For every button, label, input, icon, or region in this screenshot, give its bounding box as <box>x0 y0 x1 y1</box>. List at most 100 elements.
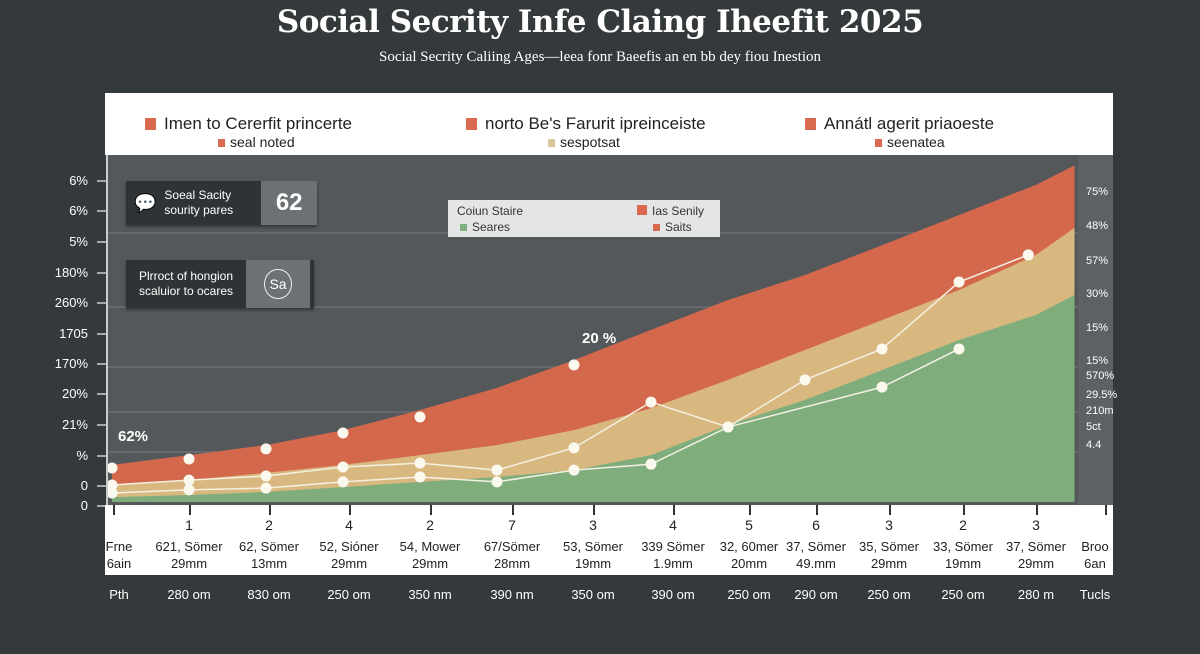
x-row-label: 62, Sömer 13mm <box>239 539 299 571</box>
footer-label: 390 om <box>651 587 695 602</box>
data-point <box>568 442 580 454</box>
y-left-tick-label: % <box>76 448 88 463</box>
speech-bubble-icon: 💬 <box>134 192 157 213</box>
data-point <box>183 474 195 486</box>
x-category-label: 2 <box>426 517 434 533</box>
top-legend: Imen to Cererfit princerte seal noted no… <box>105 93 1113 155</box>
x-tick <box>512 505 514 515</box>
right-axis-strip <box>1078 155 1113 505</box>
chart-title: Social Secrity Infe Claing Iheefit 2025 <box>276 4 924 40</box>
x-tick <box>749 505 751 515</box>
x-tick <box>816 505 818 515</box>
data-point <box>414 457 426 469</box>
footer-label: 250 om <box>867 587 911 602</box>
legend-swatch <box>466 118 477 130</box>
y-right-tick-label: 4.4 <box>1086 439 1102 451</box>
y-left-tick-label: 0 <box>80 478 88 493</box>
data-point <box>876 343 888 355</box>
y-right-tick-label: 48% <box>1086 220 1109 232</box>
data-point <box>337 427 349 439</box>
legend-sub-1: seal noted <box>218 134 295 150</box>
footer-label: Pth <box>109 587 129 602</box>
inner-legend-title: Coiun Staire <box>457 204 524 218</box>
annotation-62: 62% <box>118 428 149 445</box>
x-row-label: 33, Sömer 19mm <box>933 539 993 571</box>
legend-item-1: Imen to Cererfit princerte <box>145 114 352 134</box>
legend-swatch <box>548 139 555 147</box>
footer-label: 350 nm <box>408 587 452 602</box>
data-point <box>414 411 426 423</box>
data-point <box>260 443 272 455</box>
legend-swatch <box>145 118 156 130</box>
x-category-label: 5 <box>745 517 753 533</box>
data-point <box>337 461 349 473</box>
y-right-tick-label: 5ct <box>1086 421 1101 433</box>
info-box-claiming-age: 💬 Soeal Sacity sourity pares 62 <box>126 181 317 225</box>
x-row-label: 53, Sömer 19mm <box>563 539 623 571</box>
data-point <box>1022 249 1034 261</box>
x-row-label: Frne 6ain <box>105 539 133 571</box>
data-point <box>953 343 965 355</box>
data-point <box>645 396 657 408</box>
legend-sub-label: seenatea <box>887 134 945 150</box>
info-box-percent: Plrroct of hongion scaluior to ocares Sa <box>126 260 314 308</box>
annotation-20: 20 % <box>582 330 617 347</box>
y-left-tick-label: 170% <box>54 356 88 371</box>
info-text: sourity pares <box>164 203 234 217</box>
y-right-tick-label: 15% <box>1086 355 1109 367</box>
data-point <box>568 464 580 476</box>
x-category-label: 7 <box>508 517 516 533</box>
x-row-label: 54, Mower 29mm <box>399 539 461 571</box>
legend-swatch <box>218 139 225 147</box>
legend-label: Imen to Cererfit princerte <box>164 114 353 133</box>
chart-subtitle: Social Secrity Caliing Ages—leea fonr Ba… <box>379 49 821 65</box>
y-left-tick-label: 6% <box>69 173 88 188</box>
legend-sub-label: sespotsat <box>560 134 620 150</box>
legend-label: Annátl agerit priaoeste <box>824 114 995 133</box>
x-tick <box>889 505 891 515</box>
data-point <box>414 471 426 483</box>
x-axis-table: 1 2 4 2 7 3 4 5 6 3 2 3 Frne 6ain 621, Sömer 29mm 62, Sö… <box>105 505 1113 575</box>
x-tick <box>1036 505 1038 515</box>
area-green <box>112 294 1075 502</box>
inner-legend: Coiun Staire Seares Ias Senily Saits <box>448 200 720 237</box>
y-right-tick-label: 210m <box>1086 405 1114 417</box>
y-right-tick-label: 75% <box>1086 186 1109 198</box>
inner-legend-item: Seares <box>460 220 510 234</box>
footer-label: 290 om <box>794 587 838 602</box>
data-point <box>953 276 965 288</box>
x-tick <box>113 505 115 515</box>
data-point <box>260 470 272 482</box>
x-tick <box>963 505 965 515</box>
y-left-tick-label: 180% <box>54 265 88 280</box>
x-tick <box>673 505 675 515</box>
x-tick <box>430 505 432 515</box>
data-point <box>183 453 195 465</box>
legend-swatch <box>805 118 816 130</box>
x-tick <box>269 505 271 515</box>
footer-label: 830 om <box>247 587 291 602</box>
x-tick <box>1105 505 1107 515</box>
y-right-tick-label: 57% <box>1086 255 1109 267</box>
x-row-label: 37, Sömer 49.mm <box>786 539 846 571</box>
data-point <box>183 484 195 496</box>
footer-label: 350 om <box>571 587 615 602</box>
info-text: Plrroct of hongion <box>138 269 234 283</box>
info-text: scaluior to ocares <box>138 284 234 298</box>
x-row-label: 35, Sömer 29mm <box>859 539 919 571</box>
y-right-tick-label: 15% <box>1086 322 1109 334</box>
x-row-label: Broo 6an <box>1081 539 1109 571</box>
data-point <box>645 458 657 470</box>
y-right-tick-label: 30% <box>1086 288 1109 300</box>
x-category-label: 4 <box>345 517 353 533</box>
inner-legend-item: Saits <box>653 220 692 234</box>
x-row-label: 339 Sömer 1.9mm <box>641 539 705 571</box>
y-left-tick-label: 1705 <box>59 326 88 341</box>
x-category-label: 2 <box>959 517 967 533</box>
y-left-tick-label: 21% <box>61 417 88 432</box>
y-left-tick-label: 5% <box>69 234 88 249</box>
face-logo-icon: Sa <box>246 260 310 308</box>
footer-label: 250 om <box>327 587 371 602</box>
data-point <box>106 462 118 474</box>
